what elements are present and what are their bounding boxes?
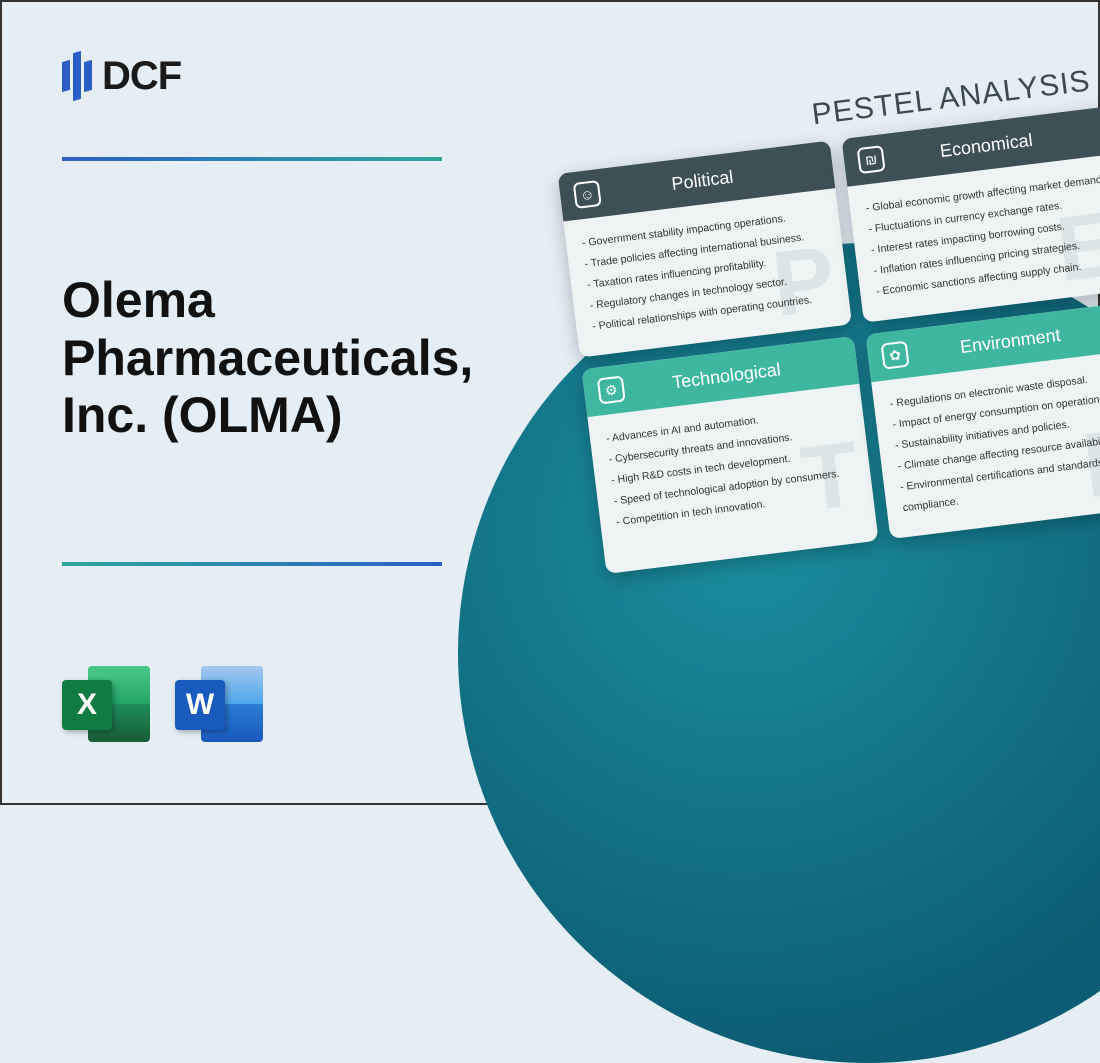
pestel-panel: PESTEL ANALYSIS ☺PoliticalPGovernment st… [552, 62, 1100, 574]
word-glyph: W [175, 680, 225, 730]
card-items: Regulations on electronic waste disposal… [889, 365, 1100, 520]
card-items: Government stability impacting operation… [581, 204, 834, 338]
excel-icon[interactable]: X [62, 660, 150, 748]
app-icons-row: X W [62, 660, 263, 748]
card-body: ERegulations on electronic waste disposa… [871, 349, 1100, 539]
pestel-card: ⚙TechnologicalTAdvances in AI and automa… [582, 336, 879, 574]
page-title: Olema Pharmaceuticals, Inc. (OLMA) [62, 272, 482, 445]
pestel-card: ✿EnvironmentERegulations on electronic w… [865, 301, 1100, 539]
pestel-card: ☺PoliticalPGovernment stability impactin… [558, 141, 853, 358]
divider-bottom [62, 562, 442, 566]
pestel-cards-grid: ☺PoliticalPGovernment stability impactin… [558, 106, 1100, 574]
word-icon[interactable]: W [175, 660, 263, 748]
divider-top [62, 157, 442, 161]
excel-glyph: X [62, 680, 112, 730]
logo-bars-icon [62, 52, 92, 100]
card-items: Advances in AI and automation.Cybersecur… [605, 400, 858, 534]
pestel-card: ₪EconomicalEGlobal economic growth affec… [841, 106, 1100, 323]
card-items: Global economic growth affecting market … [865, 169, 1100, 303]
logo-area: DCF [62, 52, 181, 100]
logo-text: DCF [102, 54, 181, 99]
